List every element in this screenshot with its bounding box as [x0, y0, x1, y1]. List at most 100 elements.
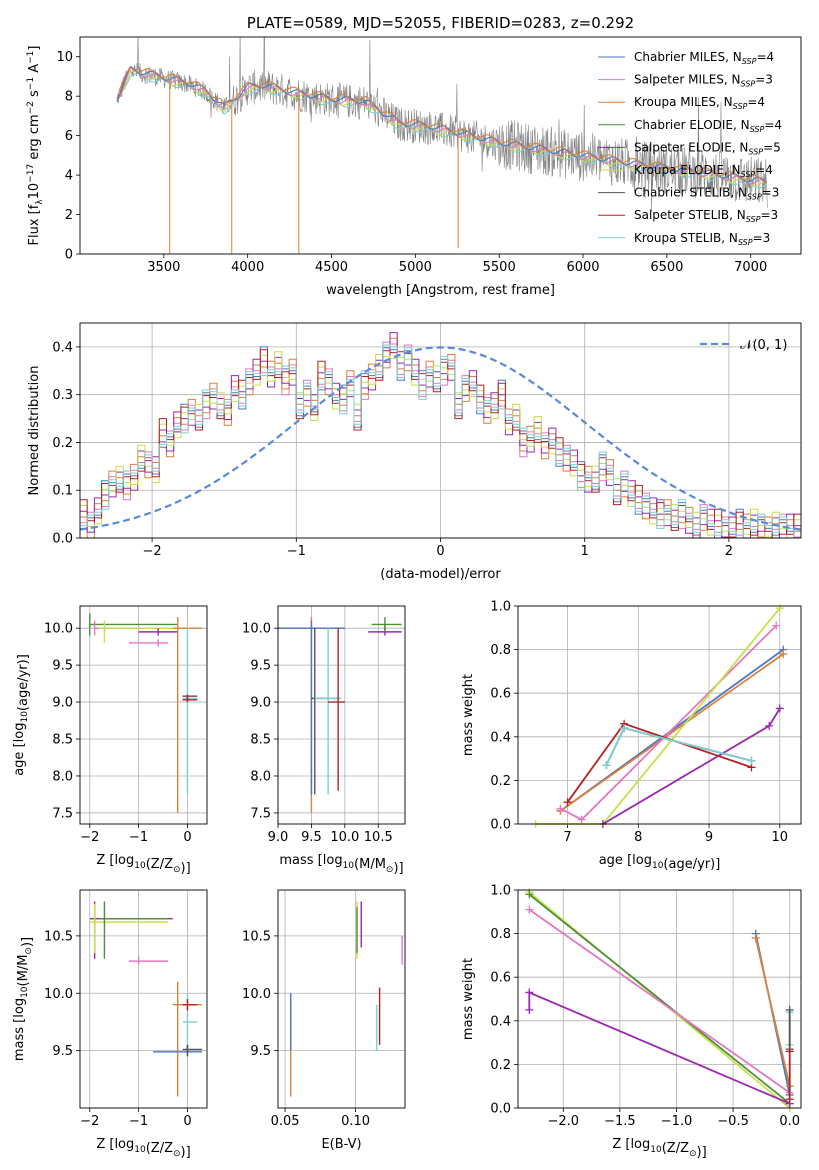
weight-marker — [620, 724, 629, 733]
model-spectrum-c9 — [116, 72, 768, 189]
legend-label: Chabrier MILES, NSSP=4 — [634, 50, 774, 66]
x-tick-label: 8 — [634, 830, 642, 845]
weight-marker — [772, 621, 781, 630]
y-tick-label: 10.5 — [242, 929, 271, 944]
y-tick-label: 0.8 — [490, 643, 511, 658]
y-tick-label: 9.5 — [250, 659, 271, 674]
y-tick-label: 8.5 — [52, 733, 73, 748]
weight-marker — [775, 704, 784, 713]
weight-marker — [765, 721, 774, 730]
y-tick-label: 2 — [65, 208, 73, 223]
y-tick-label: 9.5 — [52, 659, 73, 674]
mass-vs-Z-panel: −2 −1 0 9.5 10.0 10.5 Z [log10(Z/Z⊙)] mass [log… — [12, 889, 208, 1160]
y-axis-label: age [log10(age/yr)] — [12, 654, 31, 776]
x-tick-label: 9 — [705, 830, 713, 845]
x-tick-label: −1 — [287, 544, 306, 559]
plot-frame — [79, 36, 802, 255]
legend-label: Salpeter MILES, NSSP=3 — [634, 73, 773, 89]
legend-label: Kroupa ELODIE, NSSP=4 — [634, 163, 773, 179]
y-tick-label: 0.4 — [52, 340, 73, 355]
spectrum-panel: 3500 4000 4500 5000 5500 6000 6500 7000 0 2 4 6 8 10 P… — [26, 14, 802, 298]
y-tick-label: 4 — [65, 169, 73, 184]
weight-vs-Z-panel: −2.0 −1.5 −1.0 −0.5 0.0 0.0 0.2 0.4 0.6 0.8 1.0 Z [… — [461, 884, 802, 1160]
y-tick-label: 7.5 — [52, 806, 73, 821]
y-axis-label: Flux [fλ10−17 erg cm−2 s−1 A−1] — [26, 46, 45, 246]
weight-marker — [563, 798, 572, 807]
plot-frame — [517, 889, 802, 1109]
y-axis-label: mass weight — [461, 674, 476, 756]
model-spectrum-c3 — [116, 66, 767, 184]
histogram-c9 — [80, 344, 801, 539]
x-axis-label: (data-model)/error — [380, 567, 501, 582]
y-tick-label: 0.2 — [490, 1058, 511, 1073]
y-tick-label: 8.5 — [250, 733, 271, 748]
x-tick-label: 9.5 — [301, 830, 322, 845]
weight-line — [528, 991, 791, 1105]
x-axis-label: E(B-V) — [321, 1137, 361, 1152]
y-tick-label: 0.0 — [490, 818, 511, 833]
x-tick-label: −2 — [143, 544, 162, 559]
age-vs-mass-panel: 9.0 9.5 10.0 10.5 7.5 8.0 8.5 9.0 9.5 10.0 mass [l… — [242, 605, 406, 876]
y-tick-label: 0.3 — [52, 388, 73, 403]
weight-line — [559, 653, 784, 812]
y-tick-label: 0.1 — [52, 484, 73, 499]
plot-frame — [277, 605, 406, 825]
x-tick-label: 4500 — [315, 260, 348, 275]
plot-frame — [79, 889, 208, 1109]
weight-marker — [577, 815, 586, 824]
x-tick-label: 10 — [772, 830, 789, 845]
y-tick-label: 8.0 — [250, 769, 271, 784]
x-tick-label: 0 — [436, 544, 444, 559]
legend-label: Chabrier ELODIE, NSSP=4 — [634, 118, 782, 134]
y-tick-label: 0.2 — [52, 436, 73, 451]
y-tick-label: 0.0 — [52, 532, 73, 547]
weight-vs-age-panel: 7 8 9 10 0.0 0.2 0.4 0.6 0.8 1.0 age [log10(age/yr… — [461, 600, 802, 872]
weight-marker — [785, 1047, 794, 1056]
model-spectrum-c6 — [116, 69, 767, 187]
normal-curve — [79, 346, 802, 531]
legend-label: Kroupa MILES, NSSP=4 — [634, 95, 765, 111]
x-tick-label: 7000 — [734, 260, 767, 275]
x-tick-label: 6500 — [650, 260, 683, 275]
weight-marker — [602, 761, 611, 770]
spectrum-lines — [116, 37, 768, 254]
y-tick-label: 6 — [65, 129, 73, 144]
y-axis-label: mass [log10(M/M⊙)] — [12, 937, 35, 1061]
y-tick-label: 0.4 — [490, 730, 511, 745]
weight-marker — [785, 1005, 794, 1014]
y-tick-label: 9.5 — [52, 1044, 73, 1059]
y-tick-label: 9.0 — [52, 696, 73, 711]
y-tick-label: 7.5 — [250, 806, 271, 821]
y-tick-label: 9.0 — [250, 696, 271, 711]
y-tick-label: 10.5 — [44, 929, 73, 944]
y-tick-label: 0.6 — [490, 687, 511, 702]
plot-frame — [79, 322, 802, 539]
x-tick-label: 7 — [563, 830, 571, 845]
x-axis-label: Z [log10(Z/Z⊙)] — [96, 1137, 190, 1160]
x-tick-label: 9.0 — [268, 830, 289, 845]
residuals-panel: −2 −1 0 1 2 0.0 0.1 0.2 0.3 0.4 (data-model)/error… — [27, 322, 802, 582]
y-tick-label: 1.0 — [490, 600, 511, 615]
x-tick-label: 0.10 — [341, 1114, 370, 1129]
x-tick-label: 1 — [581, 544, 589, 559]
chart-title: PLATE=0589, MJD=52055, FIBERID=0283, z=0… — [247, 14, 634, 32]
model-spectrum-c2 — [116, 67, 768, 185]
legend-label: Chabrier STELIB, NSSP=3 — [634, 186, 779, 202]
x-tick-label: −2 — [80, 830, 99, 845]
x-tick-label: −0.5 — [717, 1114, 749, 1129]
plot-frame — [79, 605, 208, 825]
y-tick-label: 0.0 — [490, 1102, 511, 1117]
x-tick-label: 0 — [183, 830, 191, 845]
y-tick-label: 1.0 — [490, 884, 511, 899]
x-tick-label: −1 — [129, 830, 148, 845]
y-axis-label: Normed distribution — [27, 366, 42, 496]
weight-marker — [525, 1005, 534, 1014]
y-tick-label: 10.0 — [242, 987, 271, 1002]
weight-marker — [525, 890, 534, 899]
y-tick-label: 10 — [56, 50, 73, 65]
x-axis-label: wavelength [Angstrom, rest frame] — [326, 283, 555, 298]
legend-label: Salpeter ELODIE, NSSP=5 — [634, 140, 781, 156]
y-tick-label: 10.0 — [44, 622, 73, 637]
y-tick-label: 8.0 — [52, 769, 73, 784]
